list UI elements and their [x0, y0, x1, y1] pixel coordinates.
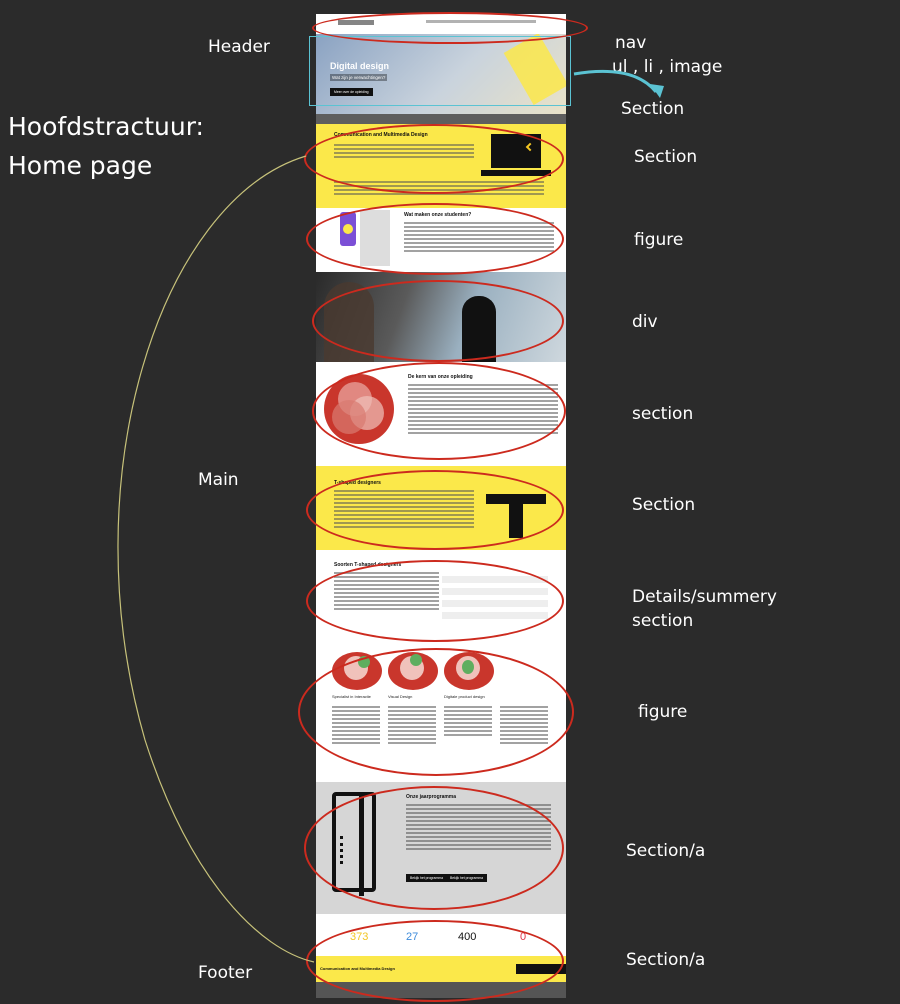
stat-value: 400	[458, 931, 477, 943]
mock-hero-button: Meer over de opleiding	[330, 88, 373, 96]
mock-hero: Digital design Wat zijn je verwachtingen…	[316, 34, 566, 114]
label-section-2: section	[632, 404, 694, 424]
label-details-2: section	[632, 611, 694, 631]
details-row[interactable]	[442, 612, 548, 619]
diagram-title-line2: Home page	[8, 150, 153, 180]
mock-footer-banner: Communication and Multimedia Design	[316, 956, 566, 982]
label-section-hero: Section	[621, 99, 685, 119]
mock-s1-title: Communication and Multimedia Design	[334, 132, 428, 138]
label-div-1: div	[632, 312, 658, 332]
nav-arrow-head	[650, 84, 664, 98]
mock-figure-trio: Specialist in Interactie Visual Design D…	[316, 650, 566, 782]
mock-s3-title: De kern van onze opleiding	[408, 374, 473, 380]
mock-s5-title: Soorten T-shaped designers	[334, 562, 402, 568]
figure-caption-3: Digitale product design	[444, 694, 485, 699]
mock-photo-div	[316, 272, 566, 362]
mock-details-section: Soorten T-shaped designers	[316, 550, 566, 650]
mock-section-1: Communication and Multimedia Design	[316, 124, 566, 208]
mock-footer	[316, 982, 566, 998]
laptop-icon	[491, 134, 541, 168]
mock-header	[316, 14, 566, 34]
label-nav-items: ul , li , image	[612, 57, 723, 77]
label-section-a-2: Section/a	[626, 950, 706, 970]
stat-value: 373	[350, 931, 369, 943]
details-row[interactable]	[442, 588, 548, 595]
mock-hero-title: Digital design	[330, 61, 390, 71]
sketch-image	[360, 210, 390, 266]
label-section-1: Section	[634, 147, 698, 167]
details-row[interactable]	[442, 576, 548, 583]
label-section-a-1: Section/a	[626, 841, 706, 861]
venn-image	[444, 652, 494, 690]
figure-caption-1: Specialist in Interactie	[332, 694, 371, 699]
venn-image	[388, 652, 438, 690]
mock-strip	[316, 114, 566, 124]
program-button-1[interactable]: Bekijk het programma	[406, 874, 447, 882]
label-main: Main	[198, 470, 239, 490]
stat-value: 0	[520, 931, 527, 943]
figure-caption-2: Visual Design	[388, 694, 413, 699]
mock-s2-title: Wat maken onze studenten?	[404, 212, 472, 218]
mock-hero-sub: Wat zijn je verwachtingen?	[330, 74, 388, 81]
mock-section-kern: De kern van onze opleiding	[316, 362, 566, 466]
label-figure-1: figure	[634, 230, 684, 250]
stat-value: 27	[406, 931, 419, 943]
mock-section-program: Onze jaarprogramma Bekijk het programma …	[316, 782, 566, 914]
footer-banner-text: Communication and Multimedia Design	[320, 966, 395, 971]
hero-highlight-box	[309, 36, 571, 106]
label-details-1: Details/summery	[632, 587, 777, 607]
label-footer: Footer	[198, 963, 253, 983]
venn-image	[332, 652, 382, 690]
diagram-title: Hoofdstractuur: Home page	[8, 108, 204, 186]
label-figure-2: figure	[638, 702, 688, 722]
venn-image	[324, 374, 394, 444]
mock-stats: 373 27 400 0	[316, 914, 566, 956]
label-header: Header	[208, 37, 270, 57]
program-button-2[interactable]: Bekijk het programma	[446, 874, 487, 882]
homepage-mock: Digital design Wat zijn je verwachtingen…	[316, 14, 566, 998]
details-row[interactable]	[442, 600, 548, 607]
notebook-icon	[332, 792, 376, 896]
label-section-3: Section	[632, 495, 696, 515]
main-bracket-curve	[117, 155, 315, 963]
mock-section-tshaped: T-shaped designers	[316, 466, 566, 550]
label-nav: nav	[615, 33, 647, 53]
diagram-title-line1: Hoofdstractuur:	[8, 112, 204, 141]
mock-section-2: Wat maken onze studenten?	[316, 208, 566, 272]
mock-s4-title: T-shaped designers	[334, 480, 381, 486]
phone-image	[340, 212, 356, 246]
mock-s6-title: Onze jaarprogramma	[406, 794, 457, 800]
